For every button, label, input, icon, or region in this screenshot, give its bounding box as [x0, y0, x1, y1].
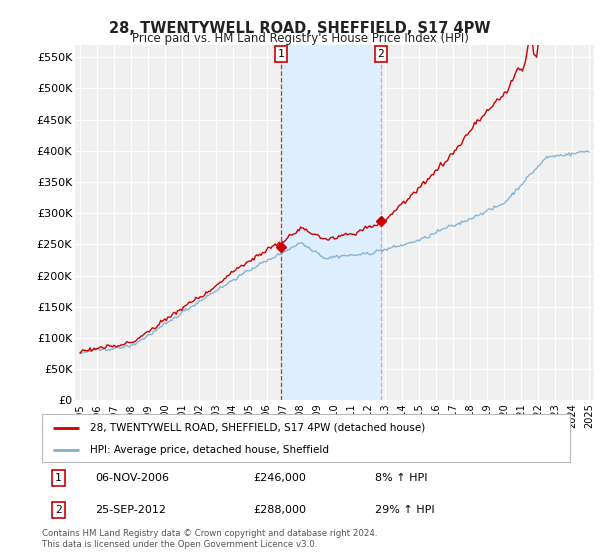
Text: 1: 1 [55, 473, 62, 483]
Text: £246,000: £246,000 [253, 473, 306, 483]
Text: Price paid vs. HM Land Registry's House Price Index (HPI): Price paid vs. HM Land Registry's House … [131, 32, 469, 45]
Text: 1: 1 [278, 49, 284, 59]
Text: 28, TWENTYWELL ROAD, SHEFFIELD, S17 4PW: 28, TWENTYWELL ROAD, SHEFFIELD, S17 4PW [109, 21, 491, 36]
Text: 25-SEP-2012: 25-SEP-2012 [95, 505, 166, 515]
Text: 28, TWENTYWELL ROAD, SHEFFIELD, S17 4PW (detached house): 28, TWENTYWELL ROAD, SHEFFIELD, S17 4PW … [89, 423, 425, 433]
Text: £288,000: £288,000 [253, 505, 306, 515]
Text: Contains HM Land Registry data © Crown copyright and database right 2024.
This d: Contains HM Land Registry data © Crown c… [42, 529, 377, 549]
Text: HPI: Average price, detached house, Sheffield: HPI: Average price, detached house, Shef… [89, 445, 329, 455]
Text: 06-NOV-2006: 06-NOV-2006 [95, 473, 169, 483]
Bar [281, 45, 381, 400]
Text: 8% ↑ HPI: 8% ↑ HPI [374, 473, 427, 483]
Text: 2: 2 [377, 49, 384, 59]
Text: 2: 2 [55, 505, 62, 515]
Text: 29% ↑ HPI: 29% ↑ HPI [374, 505, 434, 515]
